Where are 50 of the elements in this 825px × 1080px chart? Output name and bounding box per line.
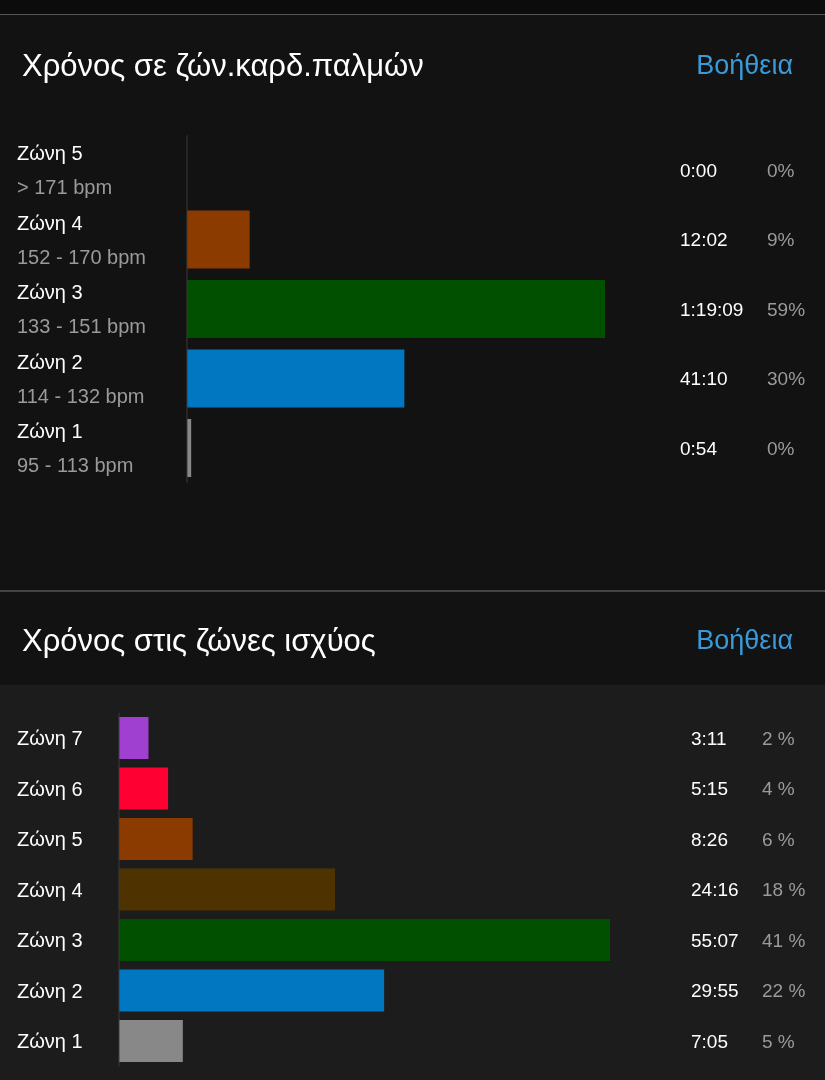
bar bbox=[119, 717, 149, 759]
text: 12:02 bbox=[680, 229, 728, 251]
text: 6 % bbox=[762, 828, 795, 850]
text: 0% bbox=[767, 159, 795, 181]
text: 30% bbox=[767, 368, 806, 390]
text: 24:16 bbox=[691, 879, 739, 901]
text: 5:15 bbox=[691, 778, 728, 800]
text: 18 % bbox=[762, 879, 806, 901]
y-tick-label: Ζώνη 2 114 - 132 bpm bbox=[17, 350, 145, 407]
bar bbox=[187, 349, 405, 408]
text: 41:10 bbox=[680, 368, 728, 390]
bar bbox=[119, 868, 336, 911]
text: 4 % bbox=[762, 778, 795, 800]
text: 41 % bbox=[762, 929, 806, 951]
bar bbox=[187, 280, 605, 338]
text: Βοήθεια bbox=[696, 625, 793, 655]
y-tick-label: Ζώνη 6 bbox=[17, 777, 83, 800]
text: Βοήθεια bbox=[696, 50, 793, 80]
text: 0:54 bbox=[680, 437, 718, 459]
bar bbox=[119, 919, 610, 961]
y-tick-label: Ζώνη 2 bbox=[17, 979, 83, 1002]
y-tick-label: Ζώνη 1 95 - 113 bpm bbox=[17, 420, 134, 476]
text: 0% bbox=[767, 437, 795, 459]
text: 9% bbox=[767, 229, 795, 251]
bar bbox=[119, 767, 169, 810]
chart-title: Χρόνος στις ζώνες ισχύος bbox=[22, 623, 376, 658]
chart-title: Χρόνος σε ζών.καρδ.παλμών bbox=[22, 48, 424, 83]
y-tick-label: Ζώνη 4 152 - 170 bpm bbox=[17, 211, 146, 268]
y-tick-label: Ζώνη 3 bbox=[17, 929, 83, 951]
y-tick-label: Ζώνη 7 bbox=[17, 727, 83, 749]
text: 5 % bbox=[762, 1030, 795, 1052]
text: 1:19:09 bbox=[680, 298, 744, 320]
text: 0:00 bbox=[680, 159, 717, 181]
y-tick-label: Ζώνη 3 133 - 151 bpm bbox=[17, 281, 146, 337]
text: 2 % bbox=[762, 727, 795, 749]
bar bbox=[119, 1020, 183, 1062]
y-tick-label: Ζώνη 5 bbox=[17, 828, 83, 850]
y-tick-label: Ζώνη 1 bbox=[17, 1030, 83, 1052]
text: 3:11 bbox=[691, 727, 727, 749]
text: 55:07 bbox=[691, 929, 739, 951]
text: 8:26 bbox=[691, 828, 728, 850]
y-tick-label: Ζώνη 5 > 171 bpm bbox=[17, 142, 113, 198]
bar bbox=[119, 818, 193, 860]
y-tick-label: Ζώνη 4 bbox=[17, 878, 83, 901]
bar bbox=[119, 969, 385, 1012]
text: 29:55 bbox=[691, 980, 739, 1002]
bar bbox=[187, 210, 250, 269]
text: 7:05 bbox=[691, 1030, 728, 1052]
text: 22 % bbox=[762, 980, 806, 1002]
text: 59% bbox=[767, 298, 806, 320]
